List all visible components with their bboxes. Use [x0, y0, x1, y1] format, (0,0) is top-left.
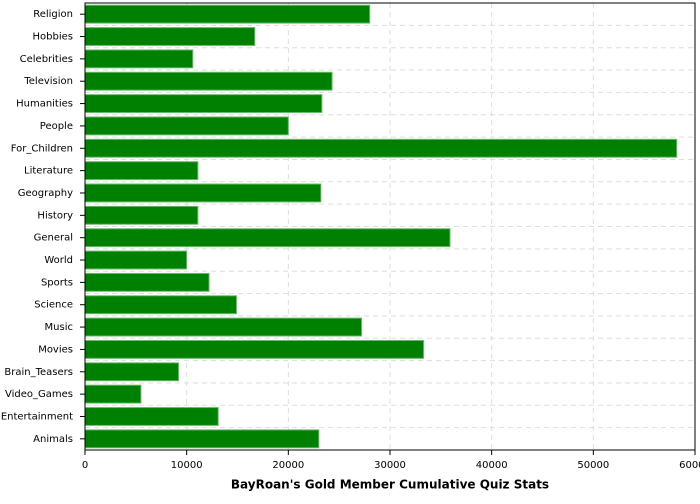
- x-tick-label: 0: [82, 460, 88, 471]
- y-tick-label: Entertainment: [1, 411, 73, 422]
- y-tick-label: Animals: [33, 434, 73, 445]
- x-tick-label: 60000: [679, 460, 700, 471]
- y-tick-label: Brain_Teasers: [4, 367, 73, 378]
- bar: [84, 250, 188, 270]
- x-tick-label: 50000: [577, 460, 609, 471]
- bar: [84, 317, 363, 337]
- y-tick-label: Sports: [41, 277, 73, 288]
- bar: [84, 339, 425, 359]
- y-tick-label: World: [44, 255, 73, 266]
- bar: [84, 4, 371, 24]
- y-tick-label: Music: [45, 322, 73, 333]
- x-tick-label: 10000: [171, 460, 203, 471]
- bar: [84, 205, 199, 225]
- y-tick-label: For_Children: [11, 143, 73, 154]
- bar: [84, 362, 180, 382]
- y-tick-label: Hobbies: [33, 32, 73, 43]
- y-tick-label: History: [37, 210, 73, 221]
- y-tick-label: Religion: [33, 9, 73, 20]
- bar: [84, 161, 199, 181]
- bar: [84, 71, 333, 91]
- y-tick-label: Video_Games: [5, 389, 73, 400]
- y-tick-label: General: [34, 233, 73, 244]
- bar: [84, 116, 289, 136]
- y-tick-label: Literature: [24, 166, 73, 177]
- y-tick-label: Geography: [18, 188, 73, 199]
- x-tick-label: 20000: [272, 460, 304, 471]
- bar: [84, 272, 210, 292]
- bar: [84, 295, 237, 315]
- bar: [84, 183, 322, 203]
- y-tick-label: Humanities: [16, 99, 73, 110]
- x-tick-label: 40000: [476, 460, 508, 471]
- bar: [84, 384, 142, 404]
- bar: [84, 228, 451, 248]
- bar: [84, 27, 256, 46]
- bar: [84, 49, 194, 69]
- y-tick-label: Science: [34, 300, 73, 311]
- bar: [84, 429, 320, 449]
- y-tick-label: Television: [23, 76, 73, 87]
- bar: [84, 94, 323, 114]
- x-tick-label: 30000: [374, 460, 406, 471]
- bar: [84, 138, 678, 158]
- y-tick-label: People: [40, 121, 73, 132]
- y-tick-label: Celebrities: [20, 54, 73, 65]
- y-tick-label: Movies: [38, 344, 73, 355]
- chart-title: BayRoan's Gold Member Cumulative Quiz St…: [231, 478, 549, 492]
- plot-frame: [84, 2, 696, 451]
- bar: [84, 407, 219, 426]
